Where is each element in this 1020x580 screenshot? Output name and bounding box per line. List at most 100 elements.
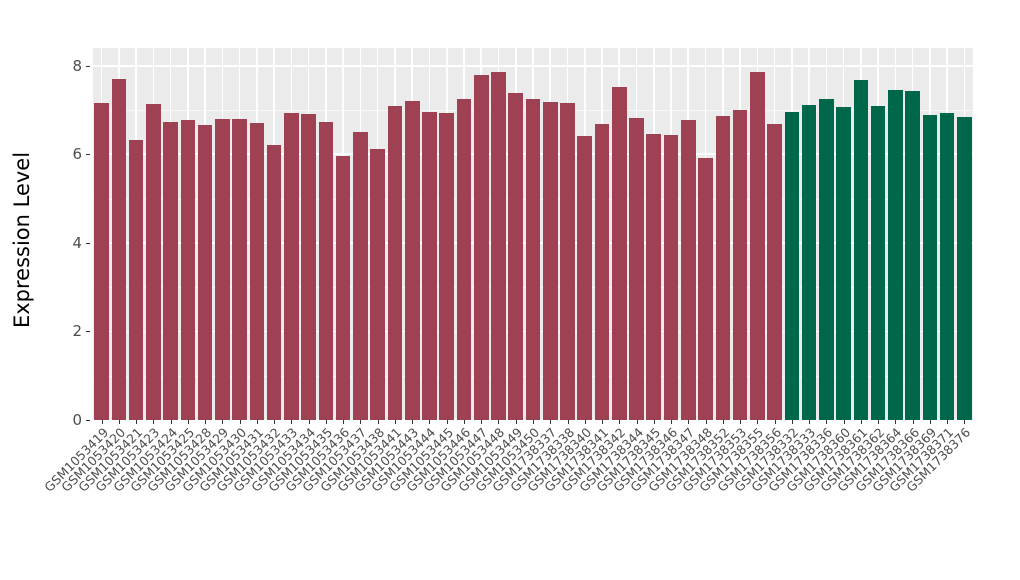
x-axis-tick-mark — [878, 420, 880, 424]
bar[interactable] — [456, 98, 472, 420]
bar[interactable] — [491, 71, 506, 420]
bar[interactable] — [681, 119, 696, 420]
x-axis-tick-mark — [136, 420, 138, 424]
y-axis-tick-mark — [86, 242, 90, 244]
bar[interactable] — [836, 107, 851, 420]
x-axis-tick-mark — [705, 420, 707, 424]
x-axis-tick-mark — [360, 420, 362, 424]
x-axis-tick-mark — [860, 420, 862, 424]
x-axis-tick-mark — [722, 420, 724, 424]
y-axis-tick-mark — [86, 154, 90, 156]
x-axis-tick-mark — [377, 420, 379, 424]
bar[interactable] — [180, 120, 196, 420]
y-axis-tick-mark — [86, 65, 90, 67]
bar[interactable] — [939, 113, 955, 420]
x-axis-tick-mark — [187, 420, 189, 424]
x-axis-tick-mark — [429, 420, 431, 424]
x-axis-tick-mark — [291, 420, 293, 424]
x-axis-tick-mark — [170, 420, 172, 424]
bar[interactable] — [698, 157, 713, 420]
bar[interactable] — [801, 105, 817, 420]
bar[interactable] — [197, 125, 213, 420]
bar[interactable] — [163, 122, 178, 420]
bar[interactable] — [784, 111, 800, 420]
bar[interactable] — [439, 113, 454, 420]
y-axis-tick-label: 0 — [72, 411, 82, 429]
x-axis-tick-mark — [481, 420, 483, 424]
bar[interactable] — [353, 132, 368, 420]
bar[interactable] — [732, 110, 748, 420]
bar[interactable] — [663, 134, 679, 420]
bar[interactable] — [629, 118, 644, 420]
bar[interactable] — [577, 135, 593, 420]
bar[interactable] — [542, 101, 558, 420]
bar[interactable] — [957, 116, 972, 420]
y-axis-tick-label: 4 — [72, 233, 82, 252]
bar[interactable] — [888, 90, 903, 420]
y-axis-tick-mark — [86, 420, 90, 421]
bar[interactable] — [422, 111, 437, 420]
x-axis-tick-mark — [325, 420, 327, 424]
bar[interactable] — [301, 114, 316, 420]
bar[interactable] — [525, 98, 541, 420]
bar[interactable] — [853, 80, 869, 420]
bar[interactable] — [819, 99, 834, 420]
bar[interactable] — [249, 123, 265, 420]
bar[interactable] — [284, 113, 299, 420]
x-axis-tick-mark — [274, 420, 276, 424]
bar[interactable] — [128, 140, 144, 420]
bar[interactable] — [387, 106, 403, 420]
x-axis-tick-mark — [774, 420, 776, 424]
bar[interactable] — [767, 124, 782, 420]
bar[interactable] — [111, 79, 127, 420]
bar[interactable] — [335, 156, 351, 420]
x-axis-tick-mark — [791, 420, 793, 424]
y-axis-tick-label: 6 — [72, 145, 82, 164]
x-axis-tick-mark — [343, 420, 345, 424]
x-axis-tick-mark — [929, 420, 931, 424]
bar[interactable] — [232, 119, 247, 420]
x-axis-tick-mark — [636, 420, 638, 424]
bar[interactable] — [646, 133, 662, 420]
bar[interactable] — [594, 124, 610, 420]
x-axis-tick-mark — [239, 420, 241, 424]
x-axis-tick-mark — [947, 420, 949, 424]
x-axis-tick-mark — [826, 420, 828, 424]
x-axis-tick-mark — [584, 420, 586, 424]
x-axis-tick-mark — [567, 420, 569, 424]
bar[interactable] — [318, 122, 334, 420]
bar[interactable] — [870, 106, 886, 420]
bar[interactable] — [560, 103, 575, 420]
x-axis-tick-mark — [446, 420, 448, 424]
bar[interactable] — [611, 87, 627, 420]
x-axis-tick-mark — [671, 420, 673, 424]
x-axis-tick-mark — [895, 420, 897, 424]
x-axis-tick-mark — [533, 420, 534, 424]
bar[interactable] — [266, 144, 282, 420]
bar[interactable] — [370, 148, 385, 420]
y-axis-tick-mark — [86, 331, 90, 333]
bar[interactable] — [473, 74, 489, 420]
bar[interactable] — [922, 115, 938, 420]
x-axis-tick-mark — [118, 420, 120, 424]
x-axis-tick-mark — [394, 420, 396, 424]
x-axis-tick-mark — [153, 420, 155, 424]
bar[interactable] — [404, 101, 420, 420]
y-axis-tick-label: 8 — [72, 56, 82, 75]
x-axis-tick-mark — [757, 420, 759, 424]
x-axis-tick-mark — [256, 420, 258, 424]
bar[interactable] — [508, 93, 524, 420]
bar[interactable] — [215, 118, 230, 420]
x-axis-tick-mark — [412, 420, 414, 424]
x-axis-tick-mark — [205, 420, 207, 424]
bar[interactable] — [750, 72, 765, 420]
bar[interactable] — [905, 91, 920, 420]
x-axis-tick-mark — [550, 420, 552, 424]
bar[interactable] — [146, 103, 161, 420]
bar[interactable] — [94, 103, 109, 420]
bar[interactable] — [715, 115, 731, 420]
x-axis-tick-mark — [308, 420, 310, 424]
plot-panel — [93, 48, 973, 420]
